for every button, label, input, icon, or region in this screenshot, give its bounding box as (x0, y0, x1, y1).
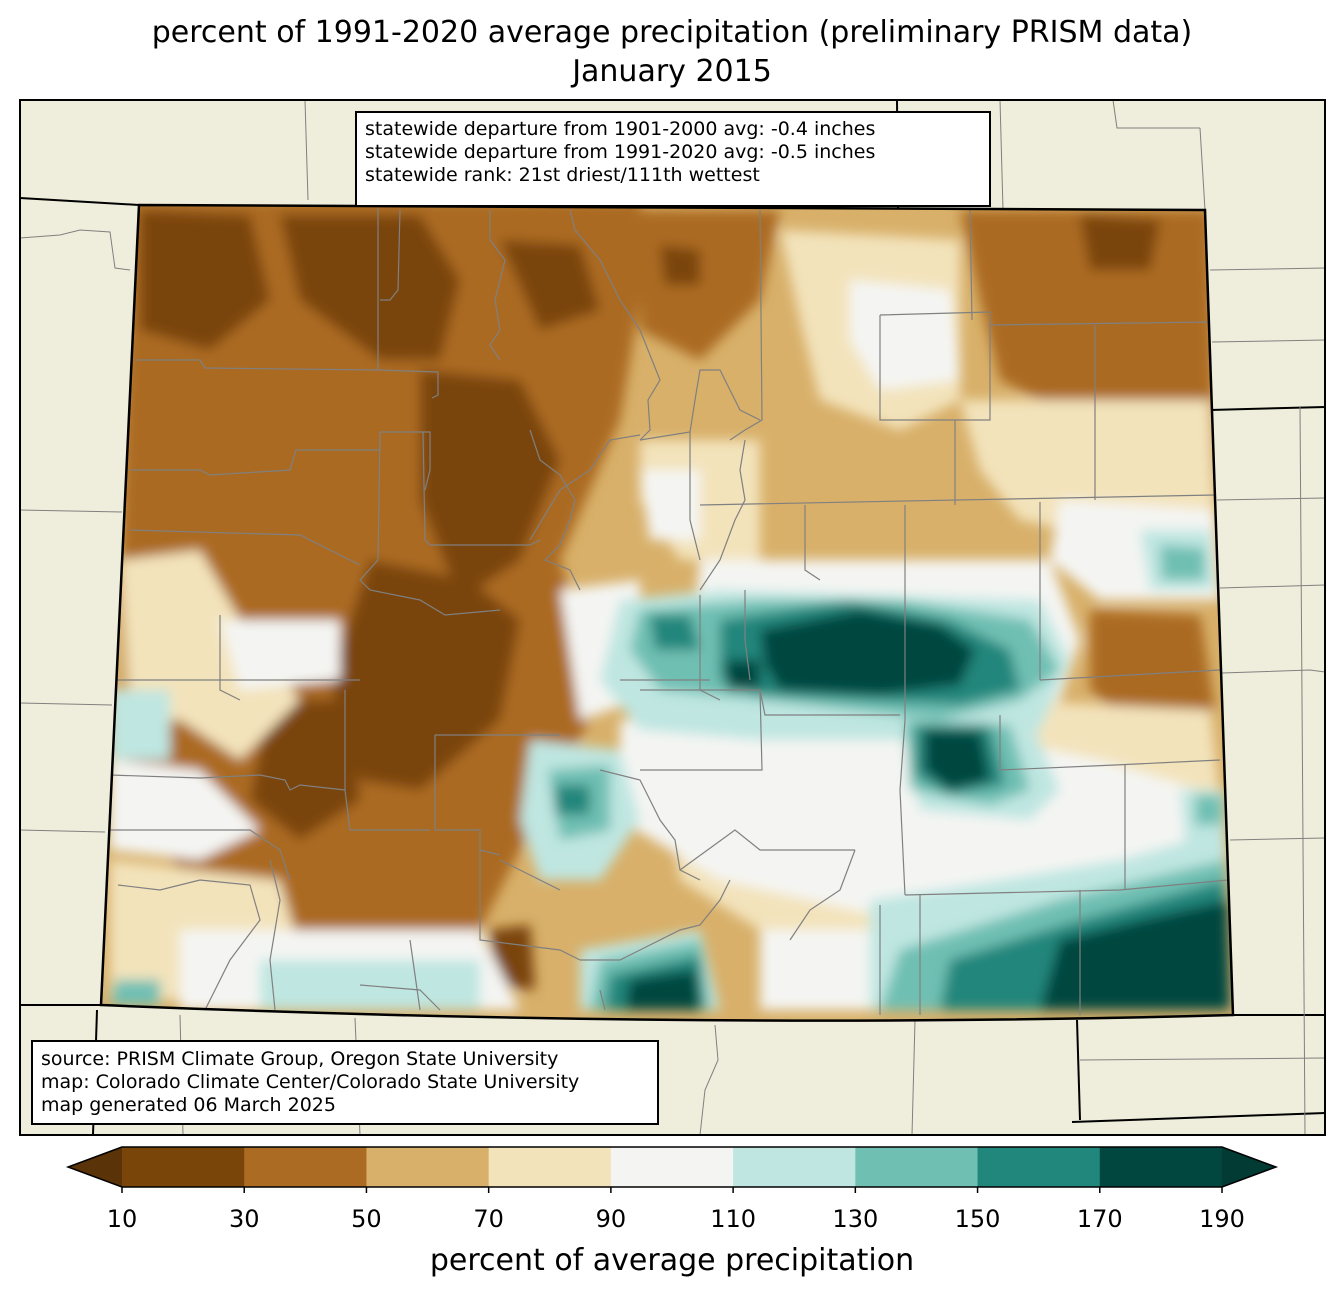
colorbar-swatch (855, 1147, 979, 1187)
map-title: percent of 1991-2020 average precipitati… (151, 15, 1193, 50)
colorbar-tick-label: 170 (1076, 1205, 1123, 1233)
colorbar-swatch (366, 1147, 490, 1187)
stats-line: statewide departure from 1901-2000 avg: … (365, 118, 876, 140)
colorbar-swatch (244, 1147, 367, 1187)
colorbar-tick-label: 70 (473, 1205, 504, 1233)
colorbar-label: percent of average precipitation (429, 1243, 915, 1278)
credit-line: map: Colorado Climate Center/Colorado St… (41, 1071, 580, 1093)
colorado-state-outline (99, 203, 1235, 1022)
colorbar-swatch (610, 1147, 734, 1187)
neighbor-county-lines (19, 99, 1326, 1136)
stats-line: statewide rank: 21st driest/111th wettes… (365, 164, 760, 186)
colorbar-swatch (1099, 1147, 1223, 1187)
colorbar (65, 1146, 1279, 1193)
colorbar-extend-high (1222, 1147, 1276, 1187)
colorbar-tick-label: 50 (351, 1205, 382, 1233)
colorbar-tick-label: 10 (106, 1205, 138, 1233)
colorbar-tick-label: 150 (954, 1205, 1001, 1233)
colorbar-swatch (488, 1147, 612, 1187)
colorbar-tick-label: 90 (595, 1205, 627, 1233)
colorbar-swatch (733, 1147, 856, 1187)
stats-line: statewide departure from 1991-2020 avg: … (365, 141, 876, 163)
colorbar-extend-low (68, 1147, 122, 1187)
credit-line: source: PRISM Climate Group, Oregon Stat… (41, 1048, 559, 1070)
colorbar-tick-label: 190 (1199, 1205, 1245, 1233)
colorbar-swatch (122, 1147, 245, 1187)
credits-box: source: PRISM Climate Group, Oregon Stat… (31, 1040, 659, 1125)
map-frame (19, 99, 1326, 1136)
statewide-stats-box: statewide departure from 1901-2000 avg: … (355, 111, 991, 207)
precipitation-field (101, 205, 1233, 1021)
colorbar-tick-label: 110 (710, 1205, 757, 1233)
colorbar-tick-label: 130 (832, 1205, 879, 1233)
map-subtitle-date: January 2015 (572, 54, 772, 89)
colorbar-swatch (977, 1147, 1101, 1187)
credit-line: map generated 06 March 2025 (41, 1094, 336, 1116)
county-boundaries (108, 205, 1229, 1015)
colorbar-tick-label: 30 (228, 1205, 260, 1233)
